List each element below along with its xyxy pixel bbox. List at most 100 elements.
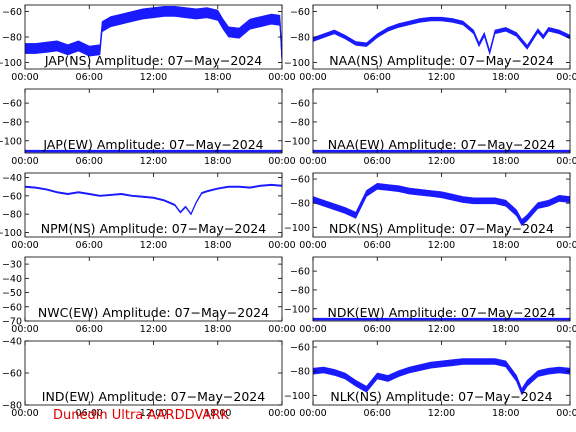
y-tick-label: −60	[290, 175, 310, 186]
x-tick-label: 06:00	[76, 408, 103, 419]
panel-title: IND(EW) Amplitude: 07−May−2024	[42, 389, 265, 404]
signal-band	[25, 6, 282, 64]
x-tick-label: 00:00	[556, 72, 576, 83]
y-tick-label: −100	[284, 304, 310, 315]
y-tick-label: −60	[290, 7, 310, 18]
x-tick-label: 06:00	[76, 324, 103, 335]
signal-band	[25, 183, 282, 216]
panel-title: NWC(EW) Amplitude: 07−May−2024	[38, 305, 269, 320]
chart-panel-5: −100 −80 −60 −40 00:00 06:00 12:00 18:00 00:00NP…	[0, 172, 296, 251]
x-tick-label: 18:00	[492, 240, 519, 251]
y-tick-label: −80	[290, 285, 310, 296]
x-tick-label: 00:00	[299, 72, 326, 83]
signal-line	[313, 185, 570, 224]
y-tick-label: −60	[2, 191, 22, 202]
y-tick-label: −40	[2, 337, 22, 348]
x-tick-label: 18:00	[492, 156, 519, 167]
x-tick-label: 18:00	[492, 72, 519, 83]
chart-panel-4: −100 −80 −60 00:00 06:00 12:00 18:00 00:00NAA(E…	[284, 88, 576, 167]
y-tick-label: −80	[290, 33, 310, 44]
x-tick-label: 00:00	[11, 156, 38, 167]
x-tick-label: 18:00	[492, 408, 519, 419]
x-tick-label: 00:00	[556, 156, 576, 167]
y-tick-label: −60	[2, 7, 22, 18]
panel-title: NAA(EW) Amplitude: 07−May−2024	[328, 137, 556, 152]
x-tick-label: 00:00	[556, 324, 576, 335]
y-tick-label: −60	[2, 99, 22, 110]
x-tick-label: 06:00	[364, 72, 391, 83]
x-tick-label: 12:00	[428, 156, 455, 167]
panel-title: NLK(NS) Amplitude: 07−May−2024	[330, 389, 552, 404]
y-tick-label: −100	[284, 391, 310, 402]
x-tick-label: 12:00	[428, 408, 455, 419]
footer-credit: Dunedin Ultra AARDDVARK	[53, 408, 229, 423]
x-tick-label: 12:00	[428, 240, 455, 251]
x-tick-label: 12:00	[140, 72, 167, 83]
panel-title: NDK(NS) Amplitude: 07−May−2024	[329, 221, 554, 236]
y-tick-label: −80	[2, 117, 22, 128]
y-tick-label: −70	[2, 317, 22, 328]
x-tick-label: 06:00	[364, 408, 391, 419]
y-tick-label: −100	[0, 228, 22, 239]
x-tick-label: 00:00	[268, 324, 295, 335]
y-tick-label: −80	[2, 401, 22, 412]
x-tick-label: 00:00	[268, 240, 295, 251]
panel-title: JAP(NS) Amplitude: 07−May−2024	[44, 53, 262, 68]
chart-panel-8: −100 −80 −60 00:00 06:00 12:00 18:00 00:00NDK(E…	[284, 256, 576, 335]
y-tick-label: −50	[2, 288, 22, 299]
y-tick-label: −80	[290, 117, 310, 128]
x-tick-label: 06:00	[76, 156, 103, 167]
y-tick-label: −80	[2, 33, 22, 44]
signal-band	[313, 182, 570, 226]
y-tick-label: −60	[290, 99, 310, 110]
x-tick-label: 00:00	[299, 156, 326, 167]
x-tick-label: 18:00	[204, 408, 231, 419]
x-tick-label: 00:00	[11, 240, 38, 251]
panel-title: JAP(EW) Amplitude: 07−May−2024	[42, 137, 263, 152]
y-tick-label: −30	[2, 260, 22, 271]
panel-title: NPM(NS) Amplitude: 07−May−2024	[41, 221, 266, 236]
x-tick-label: 18:00	[204, 324, 231, 335]
y-tick-label: −80	[290, 199, 310, 210]
chart-panel-1: −100 −80 −60 00:00 06:00 12:00 18:00 00:00 JAP(N…	[0, 4, 296, 83]
x-tick-label: 00:00	[556, 240, 576, 251]
y-tick-label: −80	[2, 210, 22, 221]
signal-band	[313, 16, 570, 56]
x-tick-label: 06:00	[364, 156, 391, 167]
y-tick-label: −80	[290, 367, 310, 378]
x-tick-label: 00:00	[299, 408, 326, 419]
y-tick-label: −100	[284, 223, 310, 234]
x-tick-label: 18:00	[204, 156, 231, 167]
x-tick-label: 00:00	[299, 240, 326, 251]
y-tick-label: −60	[290, 343, 310, 354]
x-tick-label: 00:00	[556, 408, 576, 419]
signal-line	[25, 10, 282, 59]
chart-panel-6: −100 −80 −60 00:00 06:00 12:00 18:00 00:00NDK(N…	[284, 172, 576, 251]
y-tick-label: −100	[284, 58, 310, 69]
chart-panel-3: −100 −80 −60 00:00 06:00 12:00 18:00 00:00 JAP(E…	[0, 88, 296, 167]
x-tick-label: 00:00	[268, 156, 295, 167]
x-tick-label: 00:00	[299, 324, 326, 335]
x-tick-label: 06:00	[76, 240, 103, 251]
signal-line	[25, 184, 282, 216]
x-tick-label: 18:00	[204, 240, 231, 251]
x-tick-label: 06:00	[364, 324, 391, 335]
x-tick-label: 18:00	[492, 324, 519, 335]
x-tick-label: 06:00	[76, 72, 103, 83]
panel-title: NAA(NS) Amplitude: 07−May−2024	[329, 53, 554, 68]
chart-panel-2: −100 −80 −60 00:00 06:00 12:00 18:00 00:00NAA(N…	[284, 4, 576, 83]
y-tick-label: −40	[2, 173, 22, 184]
y-tick-label: −100	[0, 58, 22, 69]
signal-line	[313, 18, 570, 55]
x-tick-label: 06:00	[364, 240, 391, 251]
x-tick-label: 12:00	[140, 156, 167, 167]
x-tick-label: 12:00	[428, 324, 455, 335]
chart-panel-7: −70 −60 −50 −40 −30 00:00 06:00 12:00 18:00 00:00…	[2, 256, 296, 335]
x-tick-label: 12:00	[140, 408, 167, 419]
x-tick-label: 00:00	[11, 408, 38, 419]
x-tick-label: 00:00	[268, 72, 295, 83]
y-tick-label: −100	[284, 136, 310, 147]
signal-line	[313, 360, 570, 394]
